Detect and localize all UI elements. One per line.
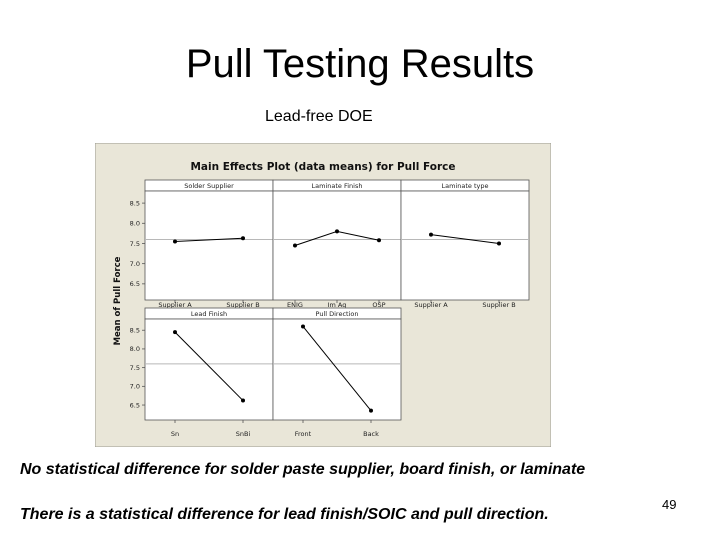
x-tick-label: OSP <box>372 301 385 309</box>
data-point <box>335 229 339 234</box>
y-tick-label: 8.5 <box>130 199 140 207</box>
note-difference: There is a statistical difference for le… <box>20 506 549 523</box>
panel-plot-area <box>272 318 402 421</box>
y-tick-label: 7.5 <box>130 364 140 372</box>
panel-plot-area <box>400 190 530 301</box>
chart-panels: Solder Supplier 6.5 7.0 7.5 8.0 8.5 Supplier A… <box>130 179 530 438</box>
series-line <box>430 234 500 244</box>
series-line <box>174 237 244 242</box>
panel-title: Solder Supplier <box>184 182 234 190</box>
x-tick-label: Im Ag <box>328 301 347 309</box>
panel-title: Lead Finish <box>191 310 227 318</box>
x-tick-label: SnBi <box>236 430 251 438</box>
y-tick-label: 6.5 <box>130 280 140 288</box>
y-tick-label: 7.0 <box>130 383 140 391</box>
data-point <box>429 232 433 237</box>
panel-title: Pull Direction <box>316 310 359 318</box>
data-point <box>241 236 245 241</box>
data-point <box>293 243 297 248</box>
y-tick-label: 8.0 <box>130 345 140 353</box>
data-point <box>497 241 501 246</box>
x-tick-label: Supplier B <box>482 301 515 309</box>
data-point <box>377 238 381 243</box>
x-tick-label: Supplier A <box>414 301 448 309</box>
data-point <box>369 408 373 413</box>
y-axis-label: Mean of Pull Force <box>113 256 123 345</box>
data-point <box>301 324 305 329</box>
y-tick-label: 8.0 <box>130 220 140 228</box>
chart-title: Main Effects Plot (data means) for Pull … <box>190 161 455 173</box>
data-point <box>241 398 245 403</box>
x-tick-label: Sn <box>171 430 179 438</box>
y-tick-label: 6.5 <box>130 401 140 409</box>
panel-title: Laminate type <box>442 182 489 190</box>
x-tick-label: Supplier B <box>226 301 259 309</box>
x-tick-label: ENIG <box>287 301 303 309</box>
series-line <box>174 331 244 401</box>
main-effects-chart: Main Effects Plot (data means) for Pull … <box>95 143 551 447</box>
note-no-difference: No statistical difference for solder pas… <box>20 461 586 478</box>
x-tick-label: Supplier A <box>158 301 192 309</box>
x-tick-label: Front <box>295 430 312 438</box>
y-tick-label: 7.0 <box>130 260 140 268</box>
panel-title: Laminate Finish <box>312 182 363 190</box>
panel-plot-area <box>144 190 274 301</box>
data-point <box>173 330 177 335</box>
y-tick-label: 8.5 <box>130 327 140 335</box>
data-point <box>173 239 177 244</box>
slide-title: Pull Testing Results <box>185 42 535 86</box>
series-line <box>302 326 372 411</box>
panel-plot-area <box>272 190 402 301</box>
y-tick-label: 7.5 <box>130 240 140 248</box>
x-tick-label: Back <box>363 430 379 438</box>
page-number: 49 <box>662 497 677 512</box>
panel-plot-area <box>144 318 274 421</box>
slide-subtitle: Lead-free DOE <box>265 108 373 125</box>
